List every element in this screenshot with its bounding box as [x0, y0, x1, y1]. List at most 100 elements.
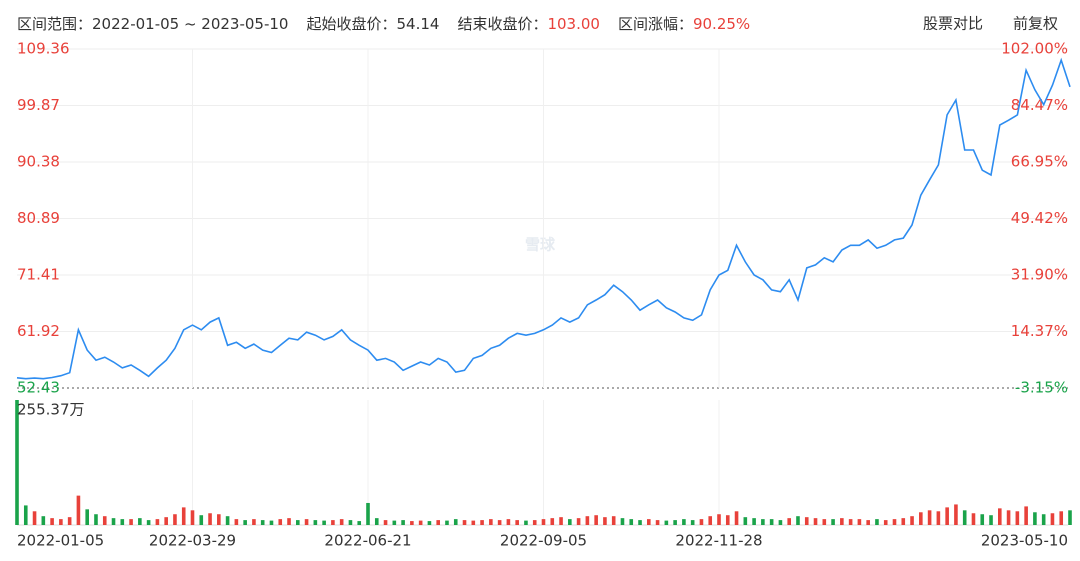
volume-bar: [164, 517, 168, 525]
volume-bar: [374, 518, 379, 525]
volume-bar: [840, 518, 844, 525]
watermark: 雪球: [525, 236, 556, 254]
volume-bar: [682, 519, 686, 525]
volume-bar: [804, 517, 809, 525]
header-label: 区间范围：: [17, 15, 92, 33]
volume-bar: [620, 518, 625, 525]
y-tick-label: 71.41: [17, 265, 60, 283]
volume-bar: [655, 520, 660, 525]
volume-bar: [85, 509, 89, 525]
volume-bar: [945, 507, 949, 525]
volume-bar: [146, 520, 151, 525]
volume-bar: [848, 519, 853, 525]
volume-bar: [875, 519, 879, 525]
volume-bar: [278, 519, 283, 525]
volume-bar: [173, 514, 177, 525]
volume-bar: [980, 514, 985, 525]
y2-tick-label: 102.00%: [1001, 40, 1068, 58]
volume-bar: [480, 520, 484, 525]
header-value: 54.14: [396, 15, 439, 33]
volume-bar: [857, 519, 862, 525]
x-tick-label: 2022-09-05: [500, 532, 587, 550]
x-tick-label: 2022-06-21: [324, 532, 411, 550]
y2-tick-label: 49.42%: [1011, 209, 1068, 227]
volume-bar: [866, 520, 870, 525]
volume-bar: [1068, 510, 1072, 525]
y2-tick-label: 31.90%: [1011, 266, 1068, 284]
volume-bar: [647, 519, 651, 525]
volume-bar: [611, 516, 616, 525]
volume-bar: [199, 515, 204, 525]
y2-tick-label: -3.15%: [1015, 379, 1068, 397]
volume-bar: [50, 518, 54, 525]
volume-bar: [690, 520, 695, 525]
volume-bar: [410, 521, 414, 525]
volume-bar: [576, 518, 581, 525]
volume-bar: [41, 516, 46, 525]
volume-bar: [664, 520, 669, 525]
y-tick-label: 109.36: [17, 40, 70, 58]
header-label: 结束收盘价：: [457, 15, 547, 33]
volume-bar: [761, 519, 765, 525]
volume-bar: [585, 516, 590, 525]
volume-bar: [734, 511, 739, 525]
volume-bar: [813, 518, 818, 525]
volume-bar: [296, 520, 300, 525]
button[interactable]: 前复权: [1013, 15, 1058, 33]
volume-bar: [629, 519, 634, 525]
volume-bar: [1050, 513, 1055, 525]
volume-bar: [778, 520, 783, 525]
volume-bar: [252, 519, 256, 525]
volume-bar: [225, 516, 230, 525]
volume-bar: [453, 519, 458, 525]
volume-bar: [769, 519, 774, 525]
volume-bar: [831, 519, 835, 525]
volume-bar: [366, 502, 370, 525]
volume-bar: [208, 513, 212, 525]
volume-tick-label: 255.37万: [17, 401, 85, 419]
volume-bar: [1059, 511, 1064, 525]
y2-tick-label: 66.95%: [1011, 153, 1068, 171]
volume-bar: [708, 516, 713, 525]
volume-bar: [59, 519, 63, 525]
y2-tick-label: 14.37%: [1011, 322, 1068, 340]
volume-bar: [532, 520, 537, 525]
volume-bar: [348, 520, 353, 525]
volume-bar: [94, 514, 98, 525]
button[interactable]: 股票对比: [923, 15, 983, 33]
volume-bar: [796, 516, 800, 525]
volume-bar: [506, 519, 511, 525]
volume-bar: [927, 510, 932, 525]
x-tick-label: 2022-03-29: [149, 532, 236, 550]
volume-bar: [998, 508, 1002, 525]
volume-bar: [190, 510, 195, 525]
y-tick-label: 99.87: [17, 96, 60, 114]
volume-bar: [936, 511, 941, 525]
volume-bar: [901, 518, 906, 525]
volume-bar: [23, 505, 28, 525]
volume-bar: [752, 518, 756, 525]
volume-bar: [541, 519, 546, 525]
volume-bar: [32, 511, 37, 525]
volume-bar: [743, 517, 748, 525]
volume-bar: [725, 515, 730, 525]
header-value: 2022-01-05 ~ 2023-05-10: [92, 15, 288, 33]
volume-bar: [234, 519, 239, 525]
x-tick-label: 2022-01-05: [17, 532, 104, 550]
volume-bar: [76, 495, 81, 525]
volume-bar: [418, 520, 423, 525]
volume-bar: [339, 519, 344, 525]
volume-bar: [550, 518, 555, 525]
volume-bar: [462, 520, 467, 525]
volume-bar: [883, 520, 888, 525]
volume-bar: [102, 516, 107, 525]
volume-bar: [524, 520, 528, 525]
volume-bar: [138, 518, 142, 525]
y-tick-label: 61.92: [17, 322, 60, 340]
volume-bar: [603, 517, 607, 525]
volume-bar: [313, 520, 318, 525]
volume-bar: [892, 519, 897, 525]
volume-bar: [638, 520, 642, 525]
volume-bar: [15, 400, 19, 525]
